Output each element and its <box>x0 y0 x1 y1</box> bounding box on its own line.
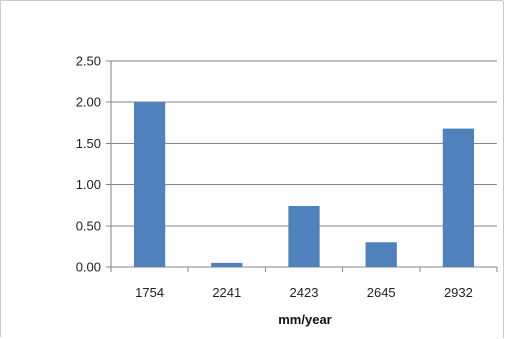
y-tick-label: 2.00 <box>76 95 101 110</box>
bar-2241 <box>211 262 243 267</box>
y-tick-label: 0.00 <box>76 260 101 275</box>
y-tick-label: 1.00 <box>76 177 101 192</box>
y-tick-label: 1.50 <box>76 136 101 151</box>
gridlines <box>111 60 497 227</box>
bar-2645 <box>365 242 397 267</box>
bar-1754 <box>133 102 166 267</box>
x-tick-label: 2645 <box>367 285 396 300</box>
x-tick-label: 2241 <box>212 285 241 300</box>
bar-2423 <box>288 206 320 267</box>
x-tick-label: 2423 <box>290 285 319 300</box>
x-axis-title: mm/year <box>278 312 331 327</box>
y-tick-labels: 0.00 0.50 1.00 1.50 2.00 2.50 <box>76 54 101 275</box>
bars <box>133 102 475 267</box>
x-tick-labels: 1754 2241 2423 2645 2932 <box>135 285 473 300</box>
y-tick-label: 0.50 <box>76 218 101 233</box>
x-tick-label: 2932 <box>444 285 473 300</box>
bar-2932 <box>442 128 475 267</box>
y-tick-label: 2.50 <box>76 54 101 69</box>
x-tick-label: 1754 <box>135 285 164 300</box>
